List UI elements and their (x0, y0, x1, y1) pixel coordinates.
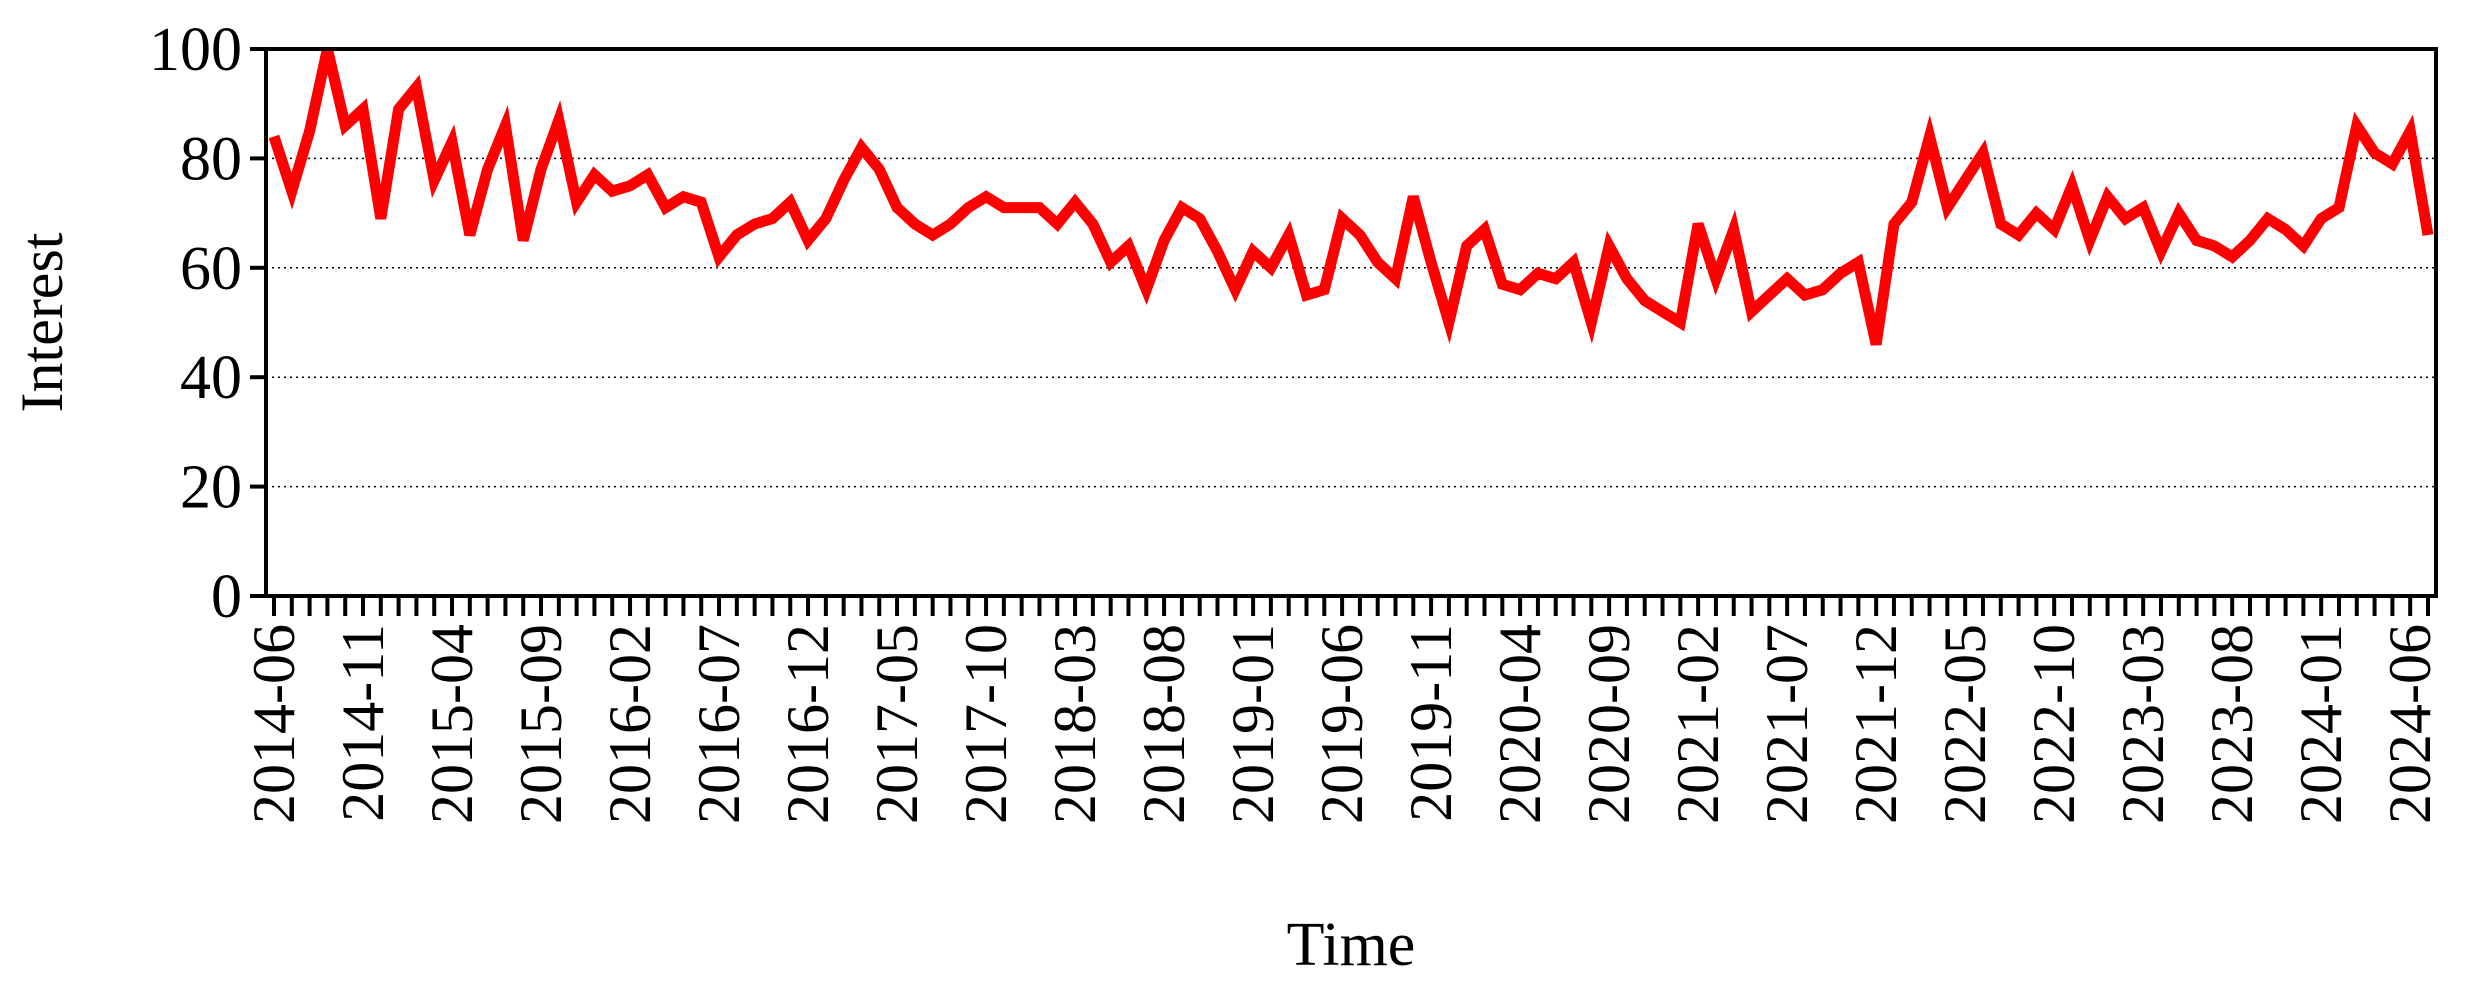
y-tick-label: 20 (180, 454, 242, 522)
plot-frame (264, 47, 2438, 598)
y-tick-label: 0 (211, 563, 242, 631)
x-tick-label: 2016-02 (597, 624, 663, 824)
x-tick-label: 2014-06 (241, 624, 307, 824)
x-tick-label: 2016-12 (775, 624, 841, 824)
x-tick-label: 2019-01 (1220, 624, 1286, 824)
x-tick-label: 2022-05 (1932, 624, 1998, 824)
y-tick-label: 40 (180, 344, 242, 412)
x-tick-label: 2023-08 (2199, 624, 2265, 824)
x-tick-label: 2019-11 (1398, 624, 1464, 822)
y-axis-title: Interest (9, 232, 75, 412)
x-tick-label: 2015-09 (508, 624, 574, 824)
x-tick-label: 2020-09 (1576, 624, 1642, 824)
series-line-interest (268, 47, 2434, 346)
x-axis: 2014-06 2014-11 2015-04 2015-09 2016-02 2016-… (241, 596, 2443, 824)
grid-lines (266, 157, 2436, 488)
y-tick-label: 80 (180, 125, 242, 193)
x-tick-label: 2017-05 (864, 624, 930, 824)
x-tick-label: 2021-07 (1754, 624, 1820, 824)
x-tick-label: 2021-02 (1665, 624, 1731, 824)
x-tick-label: 2017-10 (953, 624, 1019, 824)
x-tick-label: 2024-06 (2377, 624, 2443, 824)
y-axis: 0 20 40 60 80 100 (149, 16, 266, 631)
x-tick-label: 2021-12 (1843, 624, 1909, 824)
x-tick-label: 2020-04 (1487, 624, 1553, 824)
x-tick-label: 2016-07 (686, 624, 752, 824)
x-tick-label: 2018-03 (1042, 624, 1108, 824)
series-layer (268, 47, 2434, 346)
x-tick-label: 2019-06 (1309, 624, 1375, 824)
x-tick-label: 2022-10 (2021, 624, 2087, 824)
x-tick-label: 2014-11 (330, 624, 396, 822)
x-axis-title: Time (1287, 911, 1416, 979)
x-tick-label: 2018-08 (1131, 624, 1197, 824)
y-tick-label: 60 (180, 235, 242, 303)
x-tick-label: 2015-04 (419, 624, 485, 824)
y-tick-label: 100 (149, 16, 242, 84)
x-tick-label: 2023-03 (2110, 624, 2176, 824)
x-tick-label: 2024-01 (2288, 624, 2354, 824)
